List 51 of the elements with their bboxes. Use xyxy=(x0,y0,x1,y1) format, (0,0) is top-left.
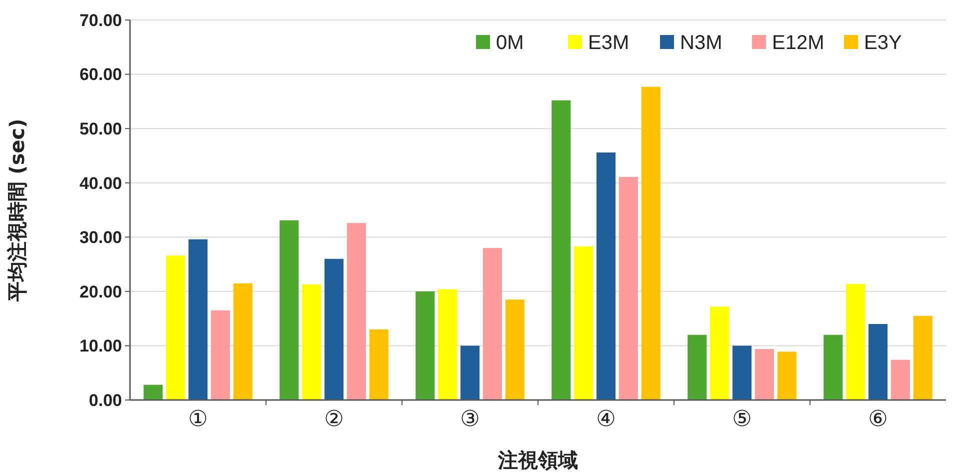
bar xyxy=(890,360,910,400)
bar xyxy=(596,152,616,400)
y-tick-label: 60.00 xyxy=(79,65,122,84)
y-tick-label: 30.00 xyxy=(79,228,122,248)
bar xyxy=(688,334,707,400)
bar xyxy=(166,256,186,400)
bar xyxy=(144,384,163,400)
bar xyxy=(618,176,638,400)
legend-label: E12M xyxy=(772,32,824,54)
bar xyxy=(369,329,388,400)
bar xyxy=(324,258,344,400)
y-tick-label: 40.00 xyxy=(79,174,122,193)
bar xyxy=(824,334,843,400)
y-axis-title: 平均注視時間 (sec) xyxy=(5,118,29,302)
y-tick-label: 50.00 xyxy=(79,120,122,139)
y-tick-label: 10.00 xyxy=(79,336,122,356)
bar xyxy=(346,223,366,400)
bar xyxy=(846,284,866,400)
x-axis-title: 注視領域 xyxy=(497,448,578,472)
x-tick-label: ⑥ xyxy=(868,407,888,432)
bar xyxy=(302,284,322,400)
x-tick-label: ⑤ xyxy=(732,407,752,432)
y-tick-label: 70.00 xyxy=(79,10,122,30)
bar xyxy=(552,100,571,400)
bar xyxy=(438,289,458,400)
x-tick-label: ① xyxy=(188,407,208,432)
y-tick-label: 20.00 xyxy=(79,282,122,302)
bar xyxy=(913,316,932,400)
legend-label: 0M xyxy=(496,32,524,54)
bar xyxy=(574,246,594,400)
y-tick-label: 0.00 xyxy=(88,390,122,410)
bar xyxy=(754,348,774,400)
x-tick-label: ④ xyxy=(596,407,616,432)
x-tick-label: ③ xyxy=(460,407,480,432)
bar xyxy=(280,220,299,400)
x-tick-label: ② xyxy=(324,407,344,432)
legend-label: N3M xyxy=(680,32,722,54)
bar xyxy=(210,310,230,400)
bar xyxy=(416,291,435,400)
bar xyxy=(482,248,502,400)
bar xyxy=(868,324,888,400)
bar xyxy=(505,300,524,400)
bar xyxy=(641,86,660,400)
bar xyxy=(732,346,752,400)
legend-label: E3Y xyxy=(864,32,902,54)
bar xyxy=(460,346,480,400)
bar xyxy=(233,283,252,400)
bar xyxy=(188,239,208,400)
bar xyxy=(777,352,796,400)
legend-label: E3M xyxy=(588,32,630,54)
bar xyxy=(710,306,730,400)
